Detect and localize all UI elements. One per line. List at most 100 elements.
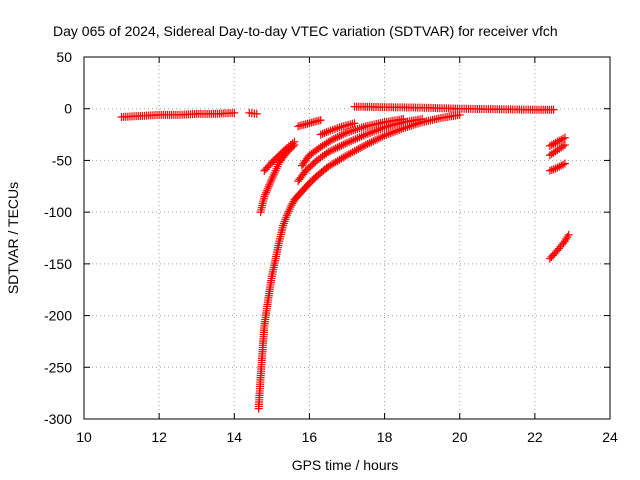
data-point (286, 202, 295, 211)
data-point (341, 129, 350, 138)
series-arc-7 (294, 115, 427, 186)
y-tick-label: -250 (44, 359, 72, 375)
y-axis-ticks: 50 0 -50 -100 -150 -200 -250 -300 (44, 49, 610, 427)
y-tick-label: 0 (64, 101, 72, 117)
data-point (559, 134, 568, 143)
data-point (320, 129, 329, 138)
data-point (369, 137, 378, 146)
x-tick-label: 22 (527, 429, 543, 445)
data-point (371, 136, 380, 145)
data-point (230, 108, 239, 117)
data-point (418, 115, 427, 124)
data-point (378, 132, 387, 141)
x-tick-label: 10 (76, 429, 92, 445)
data-point (267, 176, 276, 185)
y-tick-label: -300 (44, 411, 72, 427)
x-tick-label: 20 (452, 429, 468, 445)
series-arc-6 (294, 116, 325, 131)
data-point (365, 139, 374, 148)
series-arc-13 (545, 159, 569, 175)
data-point (327, 135, 336, 144)
data-point (287, 201, 296, 210)
data-point (333, 133, 342, 142)
data-point (324, 148, 333, 157)
y-tick-label: -50 (52, 152, 72, 168)
x-axis-label: GPS time / hours (292, 457, 399, 473)
data-point (335, 142, 344, 151)
chart-title: Day 065 of 2024, Sidereal Day-to-day VTE… (53, 23, 558, 39)
data-point (337, 141, 346, 150)
data-point (399, 115, 408, 124)
data-point (318, 129, 327, 138)
series-arc-12 (545, 140, 569, 160)
data-point (373, 135, 382, 144)
data-point (560, 133, 569, 142)
data-point (355, 124, 364, 133)
data-point (263, 184, 272, 193)
data-point (329, 145, 338, 154)
data-point (350, 119, 359, 128)
data-point (341, 139, 350, 148)
x-tick-label: 12 (151, 429, 167, 445)
data-point (376, 133, 385, 142)
data-point (329, 134, 338, 143)
data-point (357, 123, 366, 132)
data-point (339, 140, 348, 149)
data-point (363, 139, 372, 148)
data-point (551, 164, 560, 173)
data-point (337, 131, 346, 140)
data-point (261, 190, 270, 199)
data-point (266, 178, 275, 187)
series-arc-11 (545, 133, 569, 150)
series-arc-10 (350, 102, 558, 114)
data-point (559, 160, 568, 169)
x-tick-label: 16 (302, 429, 318, 445)
data-point (359, 141, 368, 150)
data-point (288, 199, 297, 208)
data-point (361, 140, 370, 149)
data-point (549, 165, 558, 174)
x-tick-label: 14 (226, 429, 242, 445)
data-point (264, 182, 273, 191)
data-point (335, 132, 344, 141)
data-point (288, 139, 297, 148)
y-tick-label: 50 (56, 49, 72, 65)
data-point (290, 137, 299, 146)
plot-frame (83, 56, 611, 420)
series-arc-3 (254, 110, 464, 413)
data-series (117, 102, 573, 413)
data-point (560, 159, 569, 168)
data-point (262, 188, 271, 197)
data-point (316, 116, 325, 125)
x-tick-label: 24 (602, 429, 618, 445)
data-point (333, 143, 342, 152)
data-point (374, 134, 383, 143)
data-point (547, 165, 556, 174)
data-point (339, 130, 348, 139)
series-arc-2 (245, 108, 261, 118)
data-point (326, 147, 335, 156)
series-arc-1 (117, 108, 239, 121)
y-axis-label: SDTVAR / TECUs (5, 182, 21, 294)
data-point (549, 105, 558, 114)
data-point (260, 192, 269, 201)
y-tick-label: -200 (44, 308, 72, 324)
x-axis-ticks: 10 12 14 16 18 20 22 24 (76, 57, 618, 445)
data-point (560, 140, 569, 149)
grid-lines (84, 57, 610, 419)
data-point (559, 142, 568, 151)
data-point (545, 166, 554, 175)
data-point (262, 186, 271, 195)
data-point (265, 180, 274, 189)
data-point (322, 128, 331, 137)
data-point (331, 133, 340, 142)
series-arc-8 (297, 115, 408, 170)
series-arc-14 (545, 230, 573, 263)
y-tick-label: -100 (44, 204, 72, 220)
y-tick-label: -150 (44, 256, 72, 272)
x-tick-label: 18 (377, 429, 393, 445)
data-point (564, 230, 573, 239)
data-point (316, 130, 325, 139)
series-arc-5 (260, 137, 299, 175)
